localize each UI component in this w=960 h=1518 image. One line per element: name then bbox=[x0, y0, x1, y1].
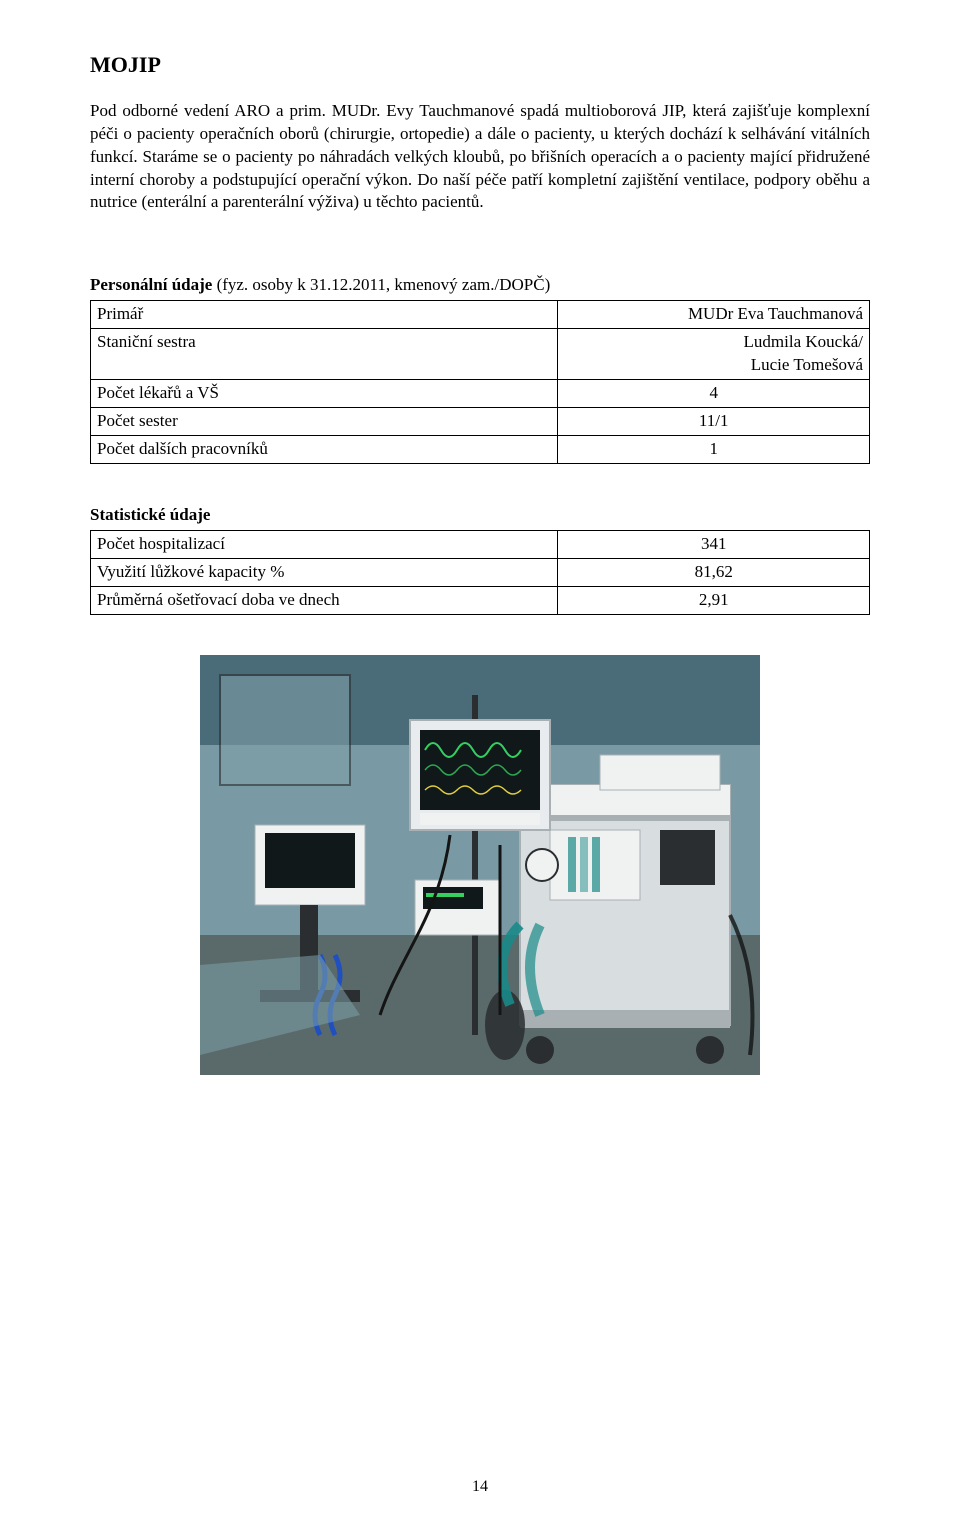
table-cell-value: Ludmila Koucká/Lucie Tomešová bbox=[558, 329, 870, 380]
table-cell-value: 11/1 bbox=[558, 408, 870, 436]
table-row: Průměrná ošetřovací doba ve dnech2,91 bbox=[91, 586, 870, 614]
table-cell-value: MUDr Eva Tauchmanová bbox=[558, 301, 870, 329]
table-cell-value: 4 bbox=[558, 380, 870, 408]
body-paragraph: Pod odborné vedení ARO a prim. MUDr. Evy… bbox=[90, 100, 870, 215]
table-cell-value: 1 bbox=[558, 436, 870, 464]
table-cell-label: Primář bbox=[91, 301, 558, 329]
table-row: Počet sester11/1 bbox=[91, 408, 870, 436]
table-row: Počet dalších pracovníků1 bbox=[91, 436, 870, 464]
table-cell-label: Počet sester bbox=[91, 408, 558, 436]
table-cell-value: 341 bbox=[558, 530, 870, 558]
table-cell-label: Počet hospitalizací bbox=[91, 530, 558, 558]
personnel-heading-rest: (fyz. osoby k 31.12.2011, kmenový zam./D… bbox=[212, 275, 550, 294]
table-cell-label: Počet dalších pracovníků bbox=[91, 436, 558, 464]
stats-heading-bold: Statistické údaje bbox=[90, 505, 210, 524]
table-cell-value: 81,62 bbox=[558, 558, 870, 586]
table-row: PrimářMUDr Eva Tauchmanová bbox=[91, 301, 870, 329]
icu-equipment-photo bbox=[200, 655, 760, 1075]
table-cell-value: 2,91 bbox=[558, 586, 870, 614]
table-row: Staniční sestraLudmila Koucká/Lucie Tome… bbox=[91, 329, 870, 380]
document-page: MOJIP Pod odborné vedení ARO a prim. MUD… bbox=[0, 0, 960, 1518]
table-cell-label: Průměrná ošetřovací doba ve dnech bbox=[91, 586, 558, 614]
table-cell-label: Staniční sestra bbox=[91, 329, 558, 380]
page-number: 14 bbox=[0, 1476, 960, 1498]
personnel-heading-bold: Personální údaje bbox=[90, 275, 212, 294]
table-row: Počet lékařů a VŠ4 bbox=[91, 380, 870, 408]
personnel-heading: Personální údaje (fyz. osoby k 31.12.201… bbox=[90, 274, 870, 297]
stats-heading: Statistické údaje bbox=[90, 504, 870, 527]
table-cell-label: Počet lékařů a VŠ bbox=[91, 380, 558, 408]
table-cell-label: Využití lůžkové kapacity % bbox=[91, 558, 558, 586]
personnel-table: PrimářMUDr Eva TauchmanováStaniční sestr… bbox=[90, 300, 870, 464]
table-row: Počet hospitalizací341 bbox=[91, 530, 870, 558]
page-title: MOJIP bbox=[90, 50, 870, 80]
stats-table: Počet hospitalizací341Využití lůžkové ka… bbox=[90, 530, 870, 615]
table-row: Využití lůžkové kapacity %81,62 bbox=[91, 558, 870, 586]
photo-container bbox=[90, 655, 870, 1075]
